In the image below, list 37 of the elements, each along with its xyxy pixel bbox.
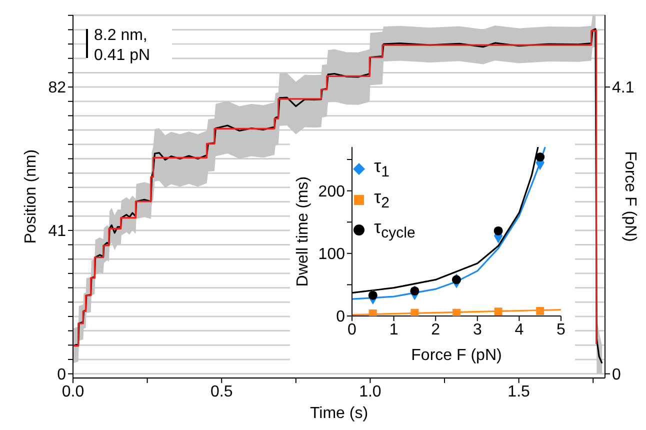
legend-label: τ$_{2}$: [374, 186, 390, 214]
x-tick-label: 0.0: [62, 383, 84, 400]
point: [410, 286, 420, 296]
y2-tick-label: 0: [612, 366, 621, 384]
x-axis-title: Time (s): [310, 405, 368, 422]
point: [452, 275, 462, 284]
x-tick-label: 5: [556, 321, 566, 338]
y2-axis-title: Force F (pN): [621, 151, 638, 242]
point: [494, 226, 503, 236]
y-tick-label: 200: [318, 183, 346, 200]
x-tick-label: 1.5: [508, 383, 530, 400]
legend-label: τ$_{cycle}$: [374, 216, 416, 244]
point: [368, 290, 378, 300]
y-tick-label: 41: [48, 223, 66, 240]
y-tick-label: 82: [48, 80, 66, 97]
point: [536, 306, 544, 315]
point: [368, 309, 377, 316]
x-tick-label: 1.0: [359, 383, 382, 400]
y-axis-title: Position (nm): [22, 149, 40, 244]
x-tick-label: 3: [472, 321, 482, 338]
point: [410, 308, 419, 316]
legend-label: τ$_{1}$: [374, 155, 390, 183]
x-axis-title: Force F (pN): [411, 347, 502, 364]
x-tick-label: 1: [389, 321, 398, 338]
y2-tick-label: 4.1: [612, 80, 634, 97]
x-tick-label: 2: [431, 321, 440, 338]
x-tick-label: 0: [348, 321, 357, 338]
y-tick-label: 0: [57, 366, 66, 384]
y-axis-title: Dwell time (ms): [294, 176, 312, 287]
point: [494, 308, 502, 316]
y-tick-label: 100: [318, 246, 346, 264]
annotation: 8.2 nm, 0.41 pN: [94, 26, 152, 66]
point: [452, 308, 460, 316]
x-tick-label: 4: [514, 321, 524, 338]
x-tick-label: 0.5: [210, 383, 233, 400]
point: [536, 152, 545, 162]
y-tick-label: 0: [336, 308, 346, 326]
